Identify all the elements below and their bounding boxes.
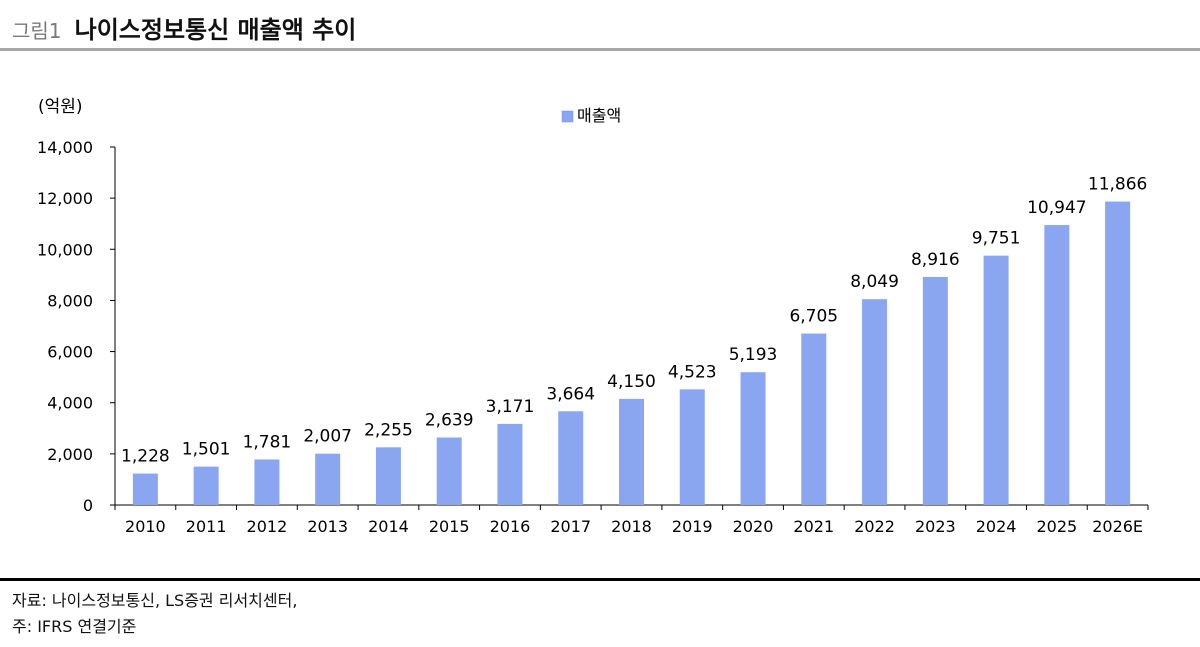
figure-header: 그림1 나이스정보통신 매출액 추이 bbox=[12, 10, 1200, 50]
bar-2021 bbox=[801, 333, 827, 505]
value-label-2010: 1,228 bbox=[121, 447, 170, 467]
ifrs-note: 주: IFRS 연결기준 bbox=[12, 617, 137, 636]
revenue-bar-chart: (억원) 매출액 1,228 1,501 1,781 2,007 2,255 2,639 3… bbox=[37, 97, 1149, 536]
bar-2023 bbox=[922, 277, 948, 505]
legend: 매출액 bbox=[561, 106, 621, 125]
bar-2013 bbox=[315, 453, 341, 505]
bars bbox=[132, 201, 1131, 505]
bar-2017 bbox=[558, 411, 584, 505]
value-label-2019: 4,523 bbox=[668, 362, 717, 382]
value-label-2025: 10,947 bbox=[1027, 198, 1086, 218]
y-tick-labels: 0 2,000 4,000 6,000 8,000 10,000 12,000 14,000 bbox=[37, 138, 93, 515]
bar-2015 bbox=[436, 437, 462, 505]
value-label-2012: 1,781 bbox=[243, 432, 292, 452]
x-tick-label-2011: 2011 bbox=[186, 517, 227, 536]
x-tick-label-2010: 2010 bbox=[125, 517, 166, 536]
bar-2010 bbox=[132, 473, 158, 505]
value-label-2024: 9,751 bbox=[972, 229, 1021, 249]
bar-2018 bbox=[619, 398, 644, 505]
x-tick-label-2026E: 2026E bbox=[1092, 517, 1143, 536]
value-labels: 1,228 1,501 1,781 2,007 2,255 2,639 3,171 3,664… bbox=[121, 175, 1147, 467]
y-tick-label: 12,000 bbox=[37, 189, 93, 208]
x-tick-label-2025: 2025 bbox=[1036, 517, 1077, 536]
y-tick-label: 8,000 bbox=[47, 291, 93, 310]
x-tick-label-2021: 2021 bbox=[793, 517, 834, 536]
value-label-2018: 4,150 bbox=[607, 372, 656, 392]
y-tick-label: 0 bbox=[83, 496, 93, 515]
x-tick-labels: 2010 2011 2012 2013 2014 2015 2016 2017 2018 2019… bbox=[125, 517, 1143, 536]
x-tick-label-2017: 2017 bbox=[550, 517, 591, 536]
y-unit-label: (억원) bbox=[38, 97, 83, 117]
legend-swatch bbox=[561, 110, 574, 123]
y-tick-label: 4,000 bbox=[47, 394, 93, 413]
x-tick-label-2019: 2019 bbox=[672, 517, 713, 536]
x-tick-label-2018: 2018 bbox=[611, 517, 652, 536]
source-note: 자료: 나이스정보통신, LS증권 리서치센터, bbox=[12, 591, 298, 610]
figure-title: 나이스정보통신 매출액 추이 bbox=[74, 16, 357, 44]
bar-2022 bbox=[862, 299, 888, 505]
y-tick-label: 10,000 bbox=[37, 240, 93, 259]
bar-2019 bbox=[679, 389, 705, 505]
y-tick-label: 6,000 bbox=[47, 343, 93, 362]
y-tick-label: 14,000 bbox=[37, 138, 93, 157]
y-tick-label: 2,000 bbox=[47, 445, 93, 464]
footer: 자료: 나이스정보통신, LS증권 리서치센터, 주: IFRS 연결기준 bbox=[12, 588, 297, 640]
value-label-2021: 6,705 bbox=[789, 307, 838, 327]
bar-2012 bbox=[254, 459, 280, 505]
x-tick-label-2015: 2015 bbox=[429, 517, 470, 536]
x-tick-label-2020: 2020 bbox=[733, 517, 774, 536]
x-tick-label-2016: 2016 bbox=[490, 517, 531, 536]
x-tick-label-2023: 2023 bbox=[915, 517, 956, 536]
top-rule bbox=[0, 48, 1200, 51]
value-label-2023: 8,916 bbox=[911, 250, 960, 270]
x-tick-label-2013: 2013 bbox=[307, 517, 348, 536]
value-label-2020: 5,193 bbox=[729, 345, 778, 365]
x-tick-label-2012: 2012 bbox=[247, 517, 288, 536]
x-tick-label-2024: 2024 bbox=[976, 517, 1017, 536]
value-label-2022: 8,049 bbox=[850, 272, 899, 292]
value-label-2015: 2,639 bbox=[425, 411, 474, 431]
legend-label: 매출액 bbox=[577, 106, 621, 125]
value-label-2011: 1,501 bbox=[182, 440, 231, 460]
bar-2020 bbox=[740, 372, 766, 505]
bar-2024 bbox=[983, 255, 1009, 505]
x-tick-label-2022: 2022 bbox=[854, 517, 895, 536]
value-label-2026E: 11,866 bbox=[1088, 175, 1147, 195]
bar-2014 bbox=[375, 447, 401, 505]
bottom-rule bbox=[0, 578, 1200, 581]
x-tick-label-2014: 2014 bbox=[368, 517, 409, 536]
value-label-2014: 2,255 bbox=[364, 420, 413, 440]
value-label-2017: 3,664 bbox=[546, 384, 595, 404]
value-label-2016: 3,171 bbox=[486, 397, 535, 417]
bar-2025 bbox=[1044, 225, 1070, 505]
value-label-2013: 2,007 bbox=[303, 427, 352, 447]
figure-label: 그림1 bbox=[12, 19, 62, 43]
bar-2026E bbox=[1105, 201, 1131, 505]
bar-2016 bbox=[497, 423, 523, 505]
bar-2011 bbox=[193, 466, 219, 505]
